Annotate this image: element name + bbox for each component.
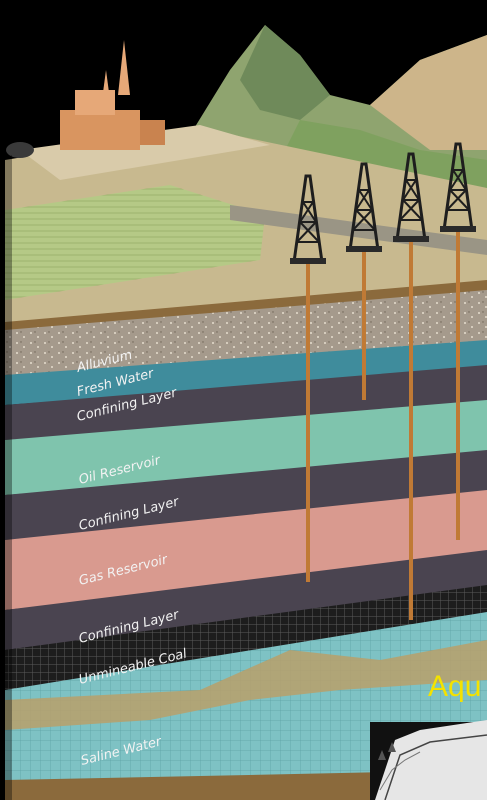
layer-confining-2 [5, 450, 487, 540]
derrick-4 [440, 142, 476, 232]
derrick-2 [346, 162, 382, 252]
well-pipes [306, 230, 460, 620]
layer-confining-1 [5, 365, 487, 440]
corner-illustration [370, 720, 487, 800]
aquifer-heading-text: Aqu [428, 670, 482, 703]
derrick-1 [290, 174, 326, 264]
strata [0, 155, 487, 800]
refinery [6, 40, 165, 158]
layer-unmineable-coal [5, 585, 487, 690]
layer-confining-3 [5, 550, 487, 650]
oil-derricks [290, 142, 476, 264]
layer-oil-reservoir [5, 400, 487, 495]
layer-fresh-water [5, 340, 487, 405]
layer-gas-reservoir [5, 490, 487, 610]
derrick-3 [393, 152, 429, 242]
